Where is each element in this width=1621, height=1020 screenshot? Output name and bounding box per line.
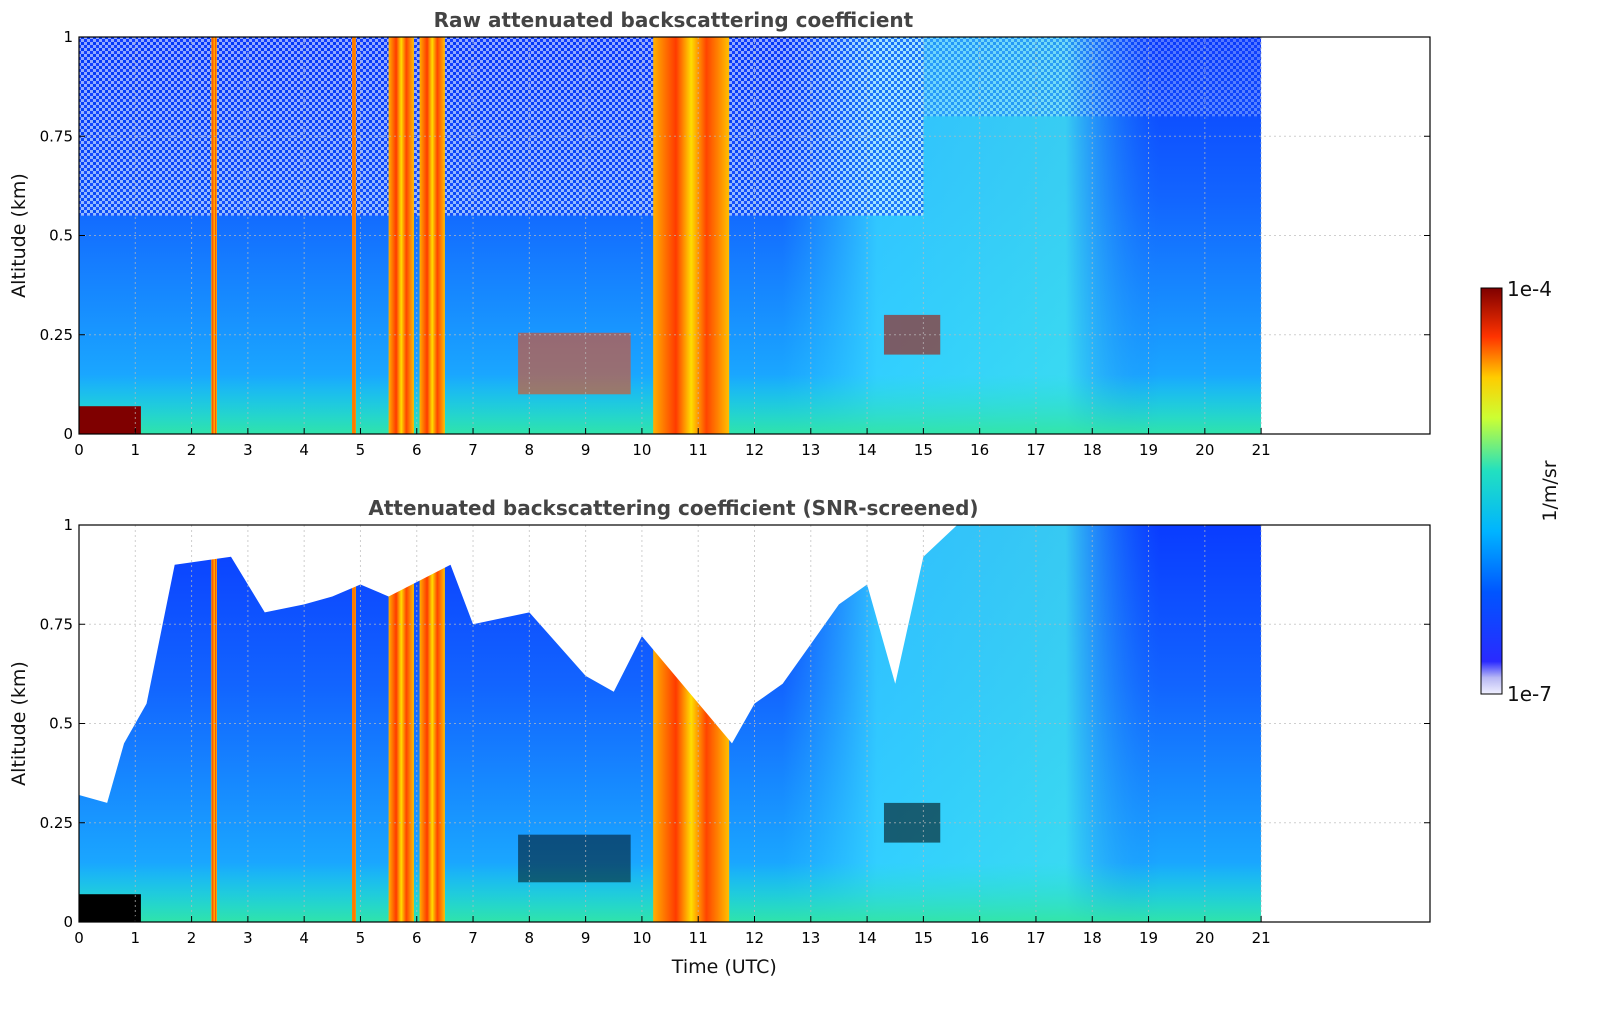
x-tick-label: 10	[632, 929, 651, 947]
x-tick-label: 10	[632, 441, 651, 459]
x-tick-label: 1	[131, 929, 141, 947]
x-tick-label: 9	[581, 441, 591, 459]
x-axis-label: Time (UTC)	[671, 956, 777, 978]
colorbar-unit-label: 1/m/sr	[1539, 460, 1561, 521]
x-tick-label: 6	[412, 441, 422, 459]
low-cloud	[79, 406, 141, 434]
grid	[78, 524, 1430, 923]
x-tick-label: 0	[74, 929, 84, 947]
chart-title: Raw attenuated backscattering coefficien…	[434, 8, 914, 32]
y-tick-label: 0.5	[49, 227, 73, 245]
y-tick-label: 0.25	[40, 814, 73, 832]
x-tick-label: 0	[74, 441, 84, 459]
x-tick-label: 7	[468, 441, 478, 459]
x-tick-label: 13	[801, 929, 820, 947]
x-tick-label: 8	[525, 929, 535, 947]
strong-column-4	[419, 525, 445, 922]
aerosol-layer	[883, 802, 941, 843]
x-tick-label: 14	[858, 441, 877, 459]
aerosol-layer	[518, 834, 631, 883]
colorbar: 1e-4 1e-7 1/m/sr	[1480, 277, 1561, 706]
x-tick-label: 9	[581, 929, 591, 947]
x-tick-label: 21	[1252, 929, 1271, 947]
x-tick-label: 3	[243, 929, 253, 947]
x-tick-label: 15	[914, 929, 933, 947]
x-tick-label: 2	[187, 929, 197, 947]
x-tick-label: 19	[1139, 441, 1158, 459]
y-axis-label: Altitude (km)	[8, 661, 30, 786]
x-tick-label: 4	[299, 441, 309, 459]
x-tick-label: 4	[299, 929, 309, 947]
x-tick-label: 6	[412, 929, 422, 947]
chart-panel-1: Raw attenuated backscattering coefficien…	[8, 8, 1431, 459]
noise-region	[79, 37, 924, 216]
y-tick-label: 0.5	[49, 715, 73, 733]
y-tick-label: 0.75	[40, 615, 73, 633]
colorbar-gradient	[1480, 287, 1503, 695]
x-tick-label: 16	[970, 929, 989, 947]
chart-title: Attenuated backscattering coefficient (S…	[368, 496, 978, 520]
x-tick-label: 19	[1139, 929, 1158, 947]
strong-column-4	[419, 37, 445, 434]
y-tick-label: 1	[63, 516, 73, 534]
x-tick-label: 14	[858, 929, 877, 947]
x-tick-label: 1	[131, 441, 141, 459]
y-axis-label: Altitude (km)	[8, 173, 30, 298]
x-tick-label: 5	[356, 929, 366, 947]
low-cloud	[79, 894, 141, 922]
y-tick-label: 0	[63, 425, 73, 443]
aerosol-layer	[883, 314, 941, 355]
x-tick-label: 11	[689, 441, 708, 459]
y-tick-label: 0.25	[40, 326, 73, 344]
x-tick-label: 12	[745, 929, 764, 947]
strong-column-2	[352, 37, 356, 434]
y-tick-label: 0	[63, 913, 73, 931]
x-tick-label: 16	[970, 441, 989, 459]
x-tick-label: 8	[525, 441, 535, 459]
x-tick-label: 17	[1026, 929, 1045, 947]
x-tick-label: 13	[801, 441, 820, 459]
x-tick-label: 11	[689, 929, 708, 947]
x-tick-label: 5	[356, 441, 366, 459]
y-tick-label: 1	[63, 28, 73, 46]
x-tick-label: 21	[1252, 441, 1271, 459]
x-tick-label: 15	[914, 441, 933, 459]
y-tick-label: 0.75	[40, 127, 73, 145]
x-tick-label: 18	[1083, 929, 1102, 947]
x-tick-label: 20	[1195, 929, 1214, 947]
aerosol-layer	[518, 332, 631, 395]
x-tick-label: 17	[1026, 441, 1045, 459]
x-tick-label: 18	[1083, 441, 1102, 459]
colorbar-min-label: 1e-7	[1507, 682, 1552, 706]
screened-mask	[79, 525, 1262, 803]
x-tick-label: 7	[468, 929, 478, 947]
x-tick-label: 2	[187, 441, 197, 459]
x-tick-label: 3	[243, 441, 253, 459]
strong-column-2	[352, 525, 356, 922]
x-tick-label: 12	[745, 441, 764, 459]
colorbar-max-label: 1e-4	[1507, 277, 1552, 301]
x-tick-label: 20	[1195, 441, 1214, 459]
chart-panel-2: Attenuated backscattering coefficient (S…	[8, 496, 1431, 978]
